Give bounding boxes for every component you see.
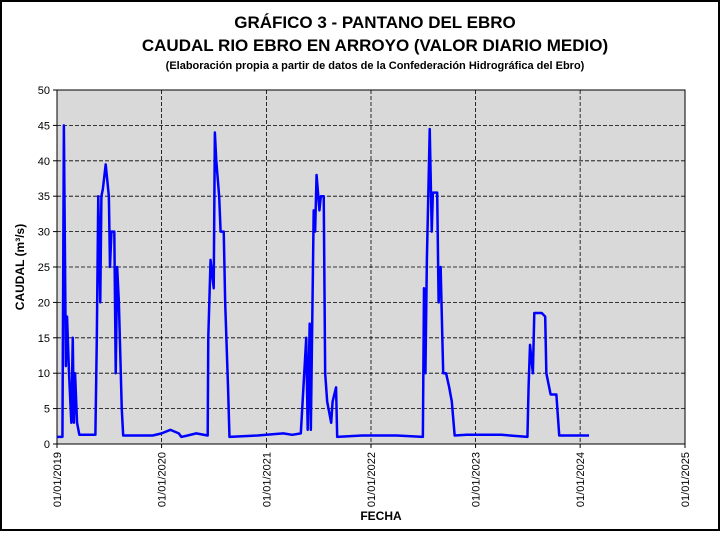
x-tick-label: 01/01/2019 — [52, 452, 64, 507]
y-tick-label: 40 — [38, 156, 50, 168]
x-tick-label: 01/01/2021 — [261, 452, 273, 507]
x-axis-label: FECHA — [360, 509, 402, 523]
plot-border — [56, 89, 686, 445]
y-tick-label: 30 — [38, 227, 50, 239]
x-tick-label: 01/01/2023 — [471, 452, 483, 507]
y-tick-label: 5 — [44, 404, 50, 416]
x-tick-label: 01/01/2020 — [157, 452, 169, 507]
x-tick-label: 01/01/2024 — [575, 452, 587, 507]
chart-subtitle: CAUDAL RIO EBRO EN ARROYO (VALOR DIARIO … — [142, 36, 608, 55]
flow-line — [57, 124, 590, 439]
chart-note: (Elaboración propia a partir de datos de… — [166, 60, 585, 72]
y-tick-label: 50 — [38, 85, 50, 97]
y-tick-label: 20 — [38, 297, 50, 309]
y-tick-label: 25 — [38, 262, 50, 274]
x-tick-label: 01/01/2025 — [680, 452, 692, 507]
y-tick-label: 10 — [38, 368, 50, 380]
y-tick-label: 35 — [38, 191, 50, 203]
y-tick-label: 0 — [44, 439, 50, 451]
y-axis-label: CAUDAL (m³/s) — [13, 224, 27, 310]
y-tick-label: 45 — [38, 120, 50, 132]
x-tick-label: 01/01/2022 — [366, 452, 378, 507]
y-tick-label: 15 — [38, 333, 50, 345]
chart-title: GRÁFICO 3 - PANTANO DEL EBRO — [234, 13, 515, 32]
